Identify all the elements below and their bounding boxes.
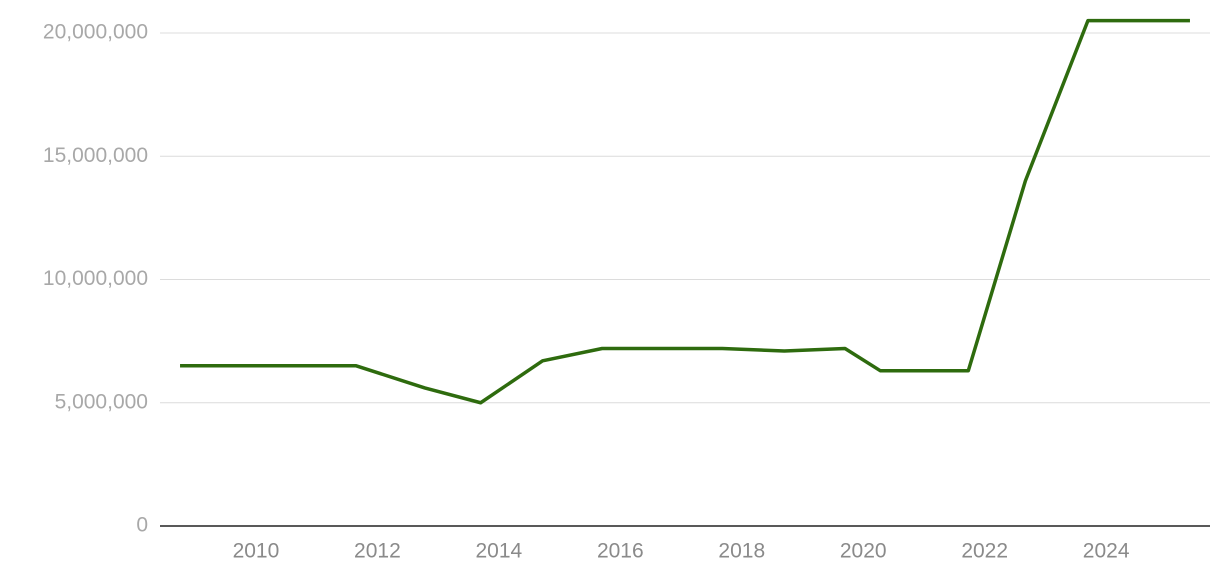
x-tick-label: 2018 (718, 540, 765, 563)
x-tick-label: 2020 (840, 540, 887, 563)
x-tick-label: 2016 (597, 540, 644, 563)
x-tick-label: 2010 (233, 540, 280, 563)
y-tick-label: 10,000,000 (43, 267, 148, 290)
y-tick-label: 20,000,000 (43, 21, 148, 44)
x-tick-label: 2024 (1083, 540, 1130, 563)
y-tick-label: 15,000,000 (43, 144, 148, 167)
x-tick-label: 2014 (476, 540, 523, 563)
x-tick-label: 2022 (961, 540, 1008, 563)
y-tick-label: 0 (136, 514, 148, 537)
x-tick-label: 2012 (354, 540, 401, 563)
y-tick-label: 5,000,000 (55, 390, 148, 413)
data-line (180, 18, 1190, 405)
